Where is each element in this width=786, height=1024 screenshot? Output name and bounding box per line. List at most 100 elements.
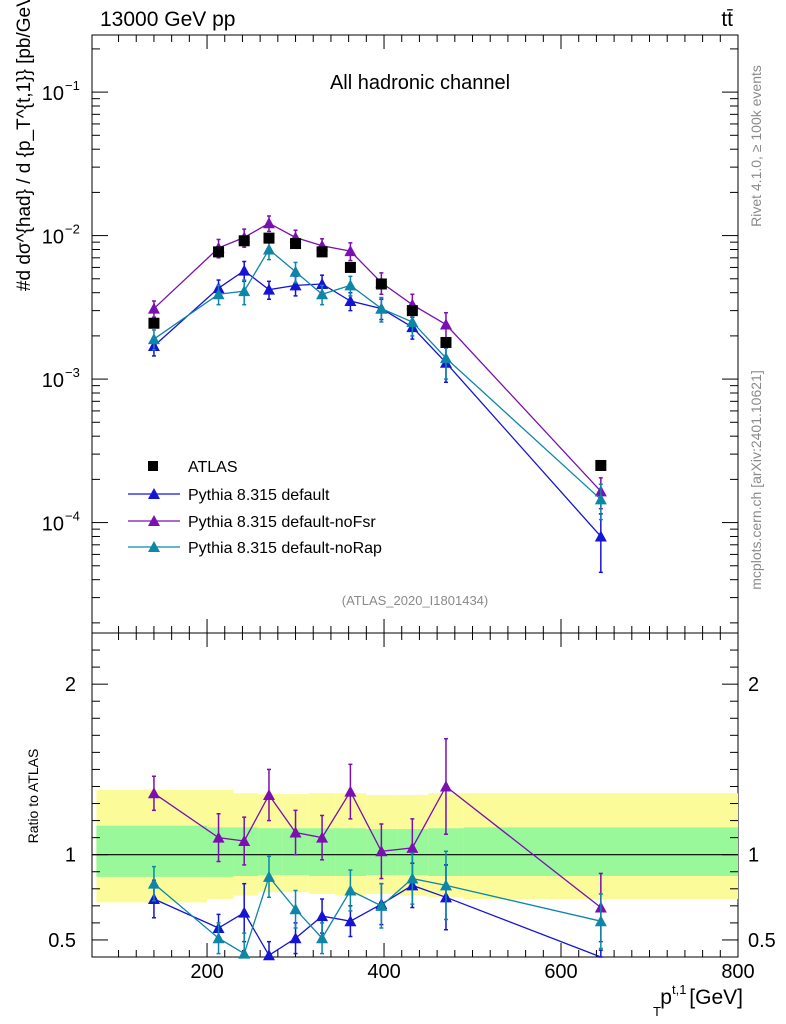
atlas-point <box>440 336 452 348</box>
x-tick-label: 200 <box>190 961 223 983</box>
legend-label-noRap: Pythia 8.315 default-noRap <box>188 540 382 557</box>
ratio-marker-noFsr <box>147 787 160 799</box>
marker-noFsr <box>262 217 275 229</box>
atlas-point <box>263 232 275 244</box>
ratio-marker-noFsr <box>289 826 302 838</box>
y-tick-exponent: −3 <box>65 365 80 380</box>
atlas-point <box>375 278 387 290</box>
band-inner-6 <box>335 828 367 876</box>
ratio-marker-noRap <box>594 915 607 927</box>
ratio-marker-noRap <box>262 870 275 882</box>
legend-label-atlas: ATLAS <box>188 459 238 476</box>
legend-marker-noRap <box>148 541 160 552</box>
x-label-main: p <box>660 986 672 1009</box>
ratio-marker-noRap <box>289 903 302 915</box>
legend-marker-noFsr <box>148 515 160 526</box>
marker-default <box>316 277 329 289</box>
atlas-point <box>238 235 250 247</box>
atlas-point <box>406 305 418 317</box>
energy-label: 13000 GeV pp <box>100 8 235 31</box>
x-axis-ticks: 200 400 600 800 <box>118 35 755 983</box>
marker-noRap <box>406 315 419 327</box>
x-tick-label: 800 <box>721 961 754 983</box>
legend-label-default: Pythia 8.315 default <box>188 487 330 504</box>
band-inner-0 <box>96 825 208 877</box>
x-label-unit: [GeV] <box>689 986 743 1009</box>
ratio-y-axis-ticks: 0.5 0.5 1 1 2 2 <box>48 649 776 952</box>
process-label: tt̄ <box>721 8 733 31</box>
mcplots-source-label: mcplots.cern.ch [arXiv:2401.10621] <box>748 370 764 589</box>
marker-noRap <box>289 265 302 277</box>
marker-noFsr <box>439 318 452 330</box>
ratio-marker-noRap <box>375 899 388 911</box>
main-y-axis-ticks: 10−110−210−310−4 <box>42 48 738 624</box>
ratio-marker-noFsr <box>344 785 357 797</box>
ratio-marker-noFsr <box>439 780 452 792</box>
ratio-marker-noFsr <box>406 841 419 853</box>
ratio-marker-default <box>238 906 251 918</box>
marker-noFsr <box>344 245 357 257</box>
main-y-label-text: #d dσ^{had} / d {p_T^{t,1}} [pb/GeV] <box>14 0 35 291</box>
ratio-marker-noRap <box>344 884 357 896</box>
y-tick-exponent: −2 <box>65 222 80 237</box>
ratio-marker-default <box>289 932 302 944</box>
ratio-marker-noRap <box>212 932 225 944</box>
band-inner-10 <box>463 827 738 876</box>
marker-noRap <box>344 279 357 291</box>
marker-noRap <box>316 288 329 300</box>
ratio-marker-default <box>262 949 275 961</box>
ratio-marker-noFsr <box>238 835 251 847</box>
marker-noRap <box>238 285 251 297</box>
ratio-marker-noFsr <box>212 831 225 843</box>
ratio-marker-default <box>344 915 357 927</box>
ratio-tick-label-right: 2 <box>748 674 759 696</box>
y-tick-label: 10 <box>42 83 64 105</box>
atlas-point <box>148 317 160 329</box>
analysis-label: (ATLAS_2020_I1801434) <box>342 593 488 608</box>
legend-atlas-marker <box>148 461 158 471</box>
marker-noRap <box>262 243 275 255</box>
x-label-subscript: T <box>653 1004 661 1019</box>
marker-default <box>344 295 357 307</box>
main-y-axis-label: #d dσ^{had} / d {p_T^{t,1}} [pb/GeV] <box>14 0 35 291</box>
marker-default <box>594 530 607 542</box>
ratio-plot-series <box>147 737 607 961</box>
marker-noRap <box>439 352 452 364</box>
atlas-point <box>213 246 225 258</box>
marker-noRap <box>375 302 388 314</box>
marker-default <box>238 264 251 276</box>
y-tick-exponent: −4 <box>65 509 80 524</box>
ratio-tick-label-right: 0.5 <box>748 930 776 952</box>
band-inner-1 <box>207 827 234 877</box>
ratio-marker-default <box>316 910 329 922</box>
marker-noFsr <box>147 302 160 314</box>
x-label-sup: t,1 <box>672 982 686 997</box>
atlas-point <box>595 459 607 471</box>
ratio-marker-noRap <box>439 879 452 891</box>
legend: ATLAS Pythia 8.315 default Pythia 8.315 de… <box>128 459 382 557</box>
marker-default <box>289 279 302 291</box>
ratio-tick-label-right: 1 <box>748 845 759 867</box>
main-plot-series <box>147 215 607 574</box>
y-tick-label: 10 <box>42 514 64 536</box>
atlas-point <box>290 238 302 250</box>
ratio-marker-noFsr <box>375 845 388 857</box>
legend-marker-default <box>148 488 160 499</box>
chart-title: All hadronic channel <box>330 72 510 94</box>
ratio-marker-noRap <box>238 947 251 959</box>
ratio-y-axis-label: Ratio to ATLAS <box>25 749 41 844</box>
marker-noRap <box>147 333 160 345</box>
ratio-marker-noFsr <box>262 789 275 800</box>
marker-noRap <box>594 493 607 505</box>
legend-label-noFsr: Pythia 8.315 default-noFsr <box>188 514 376 531</box>
ratio-tick-label-left: 2 <box>65 674 76 696</box>
x-axis-label: pt,1 [GeV] <box>660 982 743 1009</box>
rivet-version-label: Rivet 4.1.0, ≥ 100k events <box>748 65 764 227</box>
atlas-point <box>344 261 356 273</box>
ratio-tick-label-left: 0.5 <box>48 930 76 952</box>
band-inner-2 <box>233 827 259 876</box>
ratio-marker-noRap <box>406 872 419 884</box>
marker-noRap <box>212 288 225 300</box>
band-inner-3 <box>258 828 283 876</box>
